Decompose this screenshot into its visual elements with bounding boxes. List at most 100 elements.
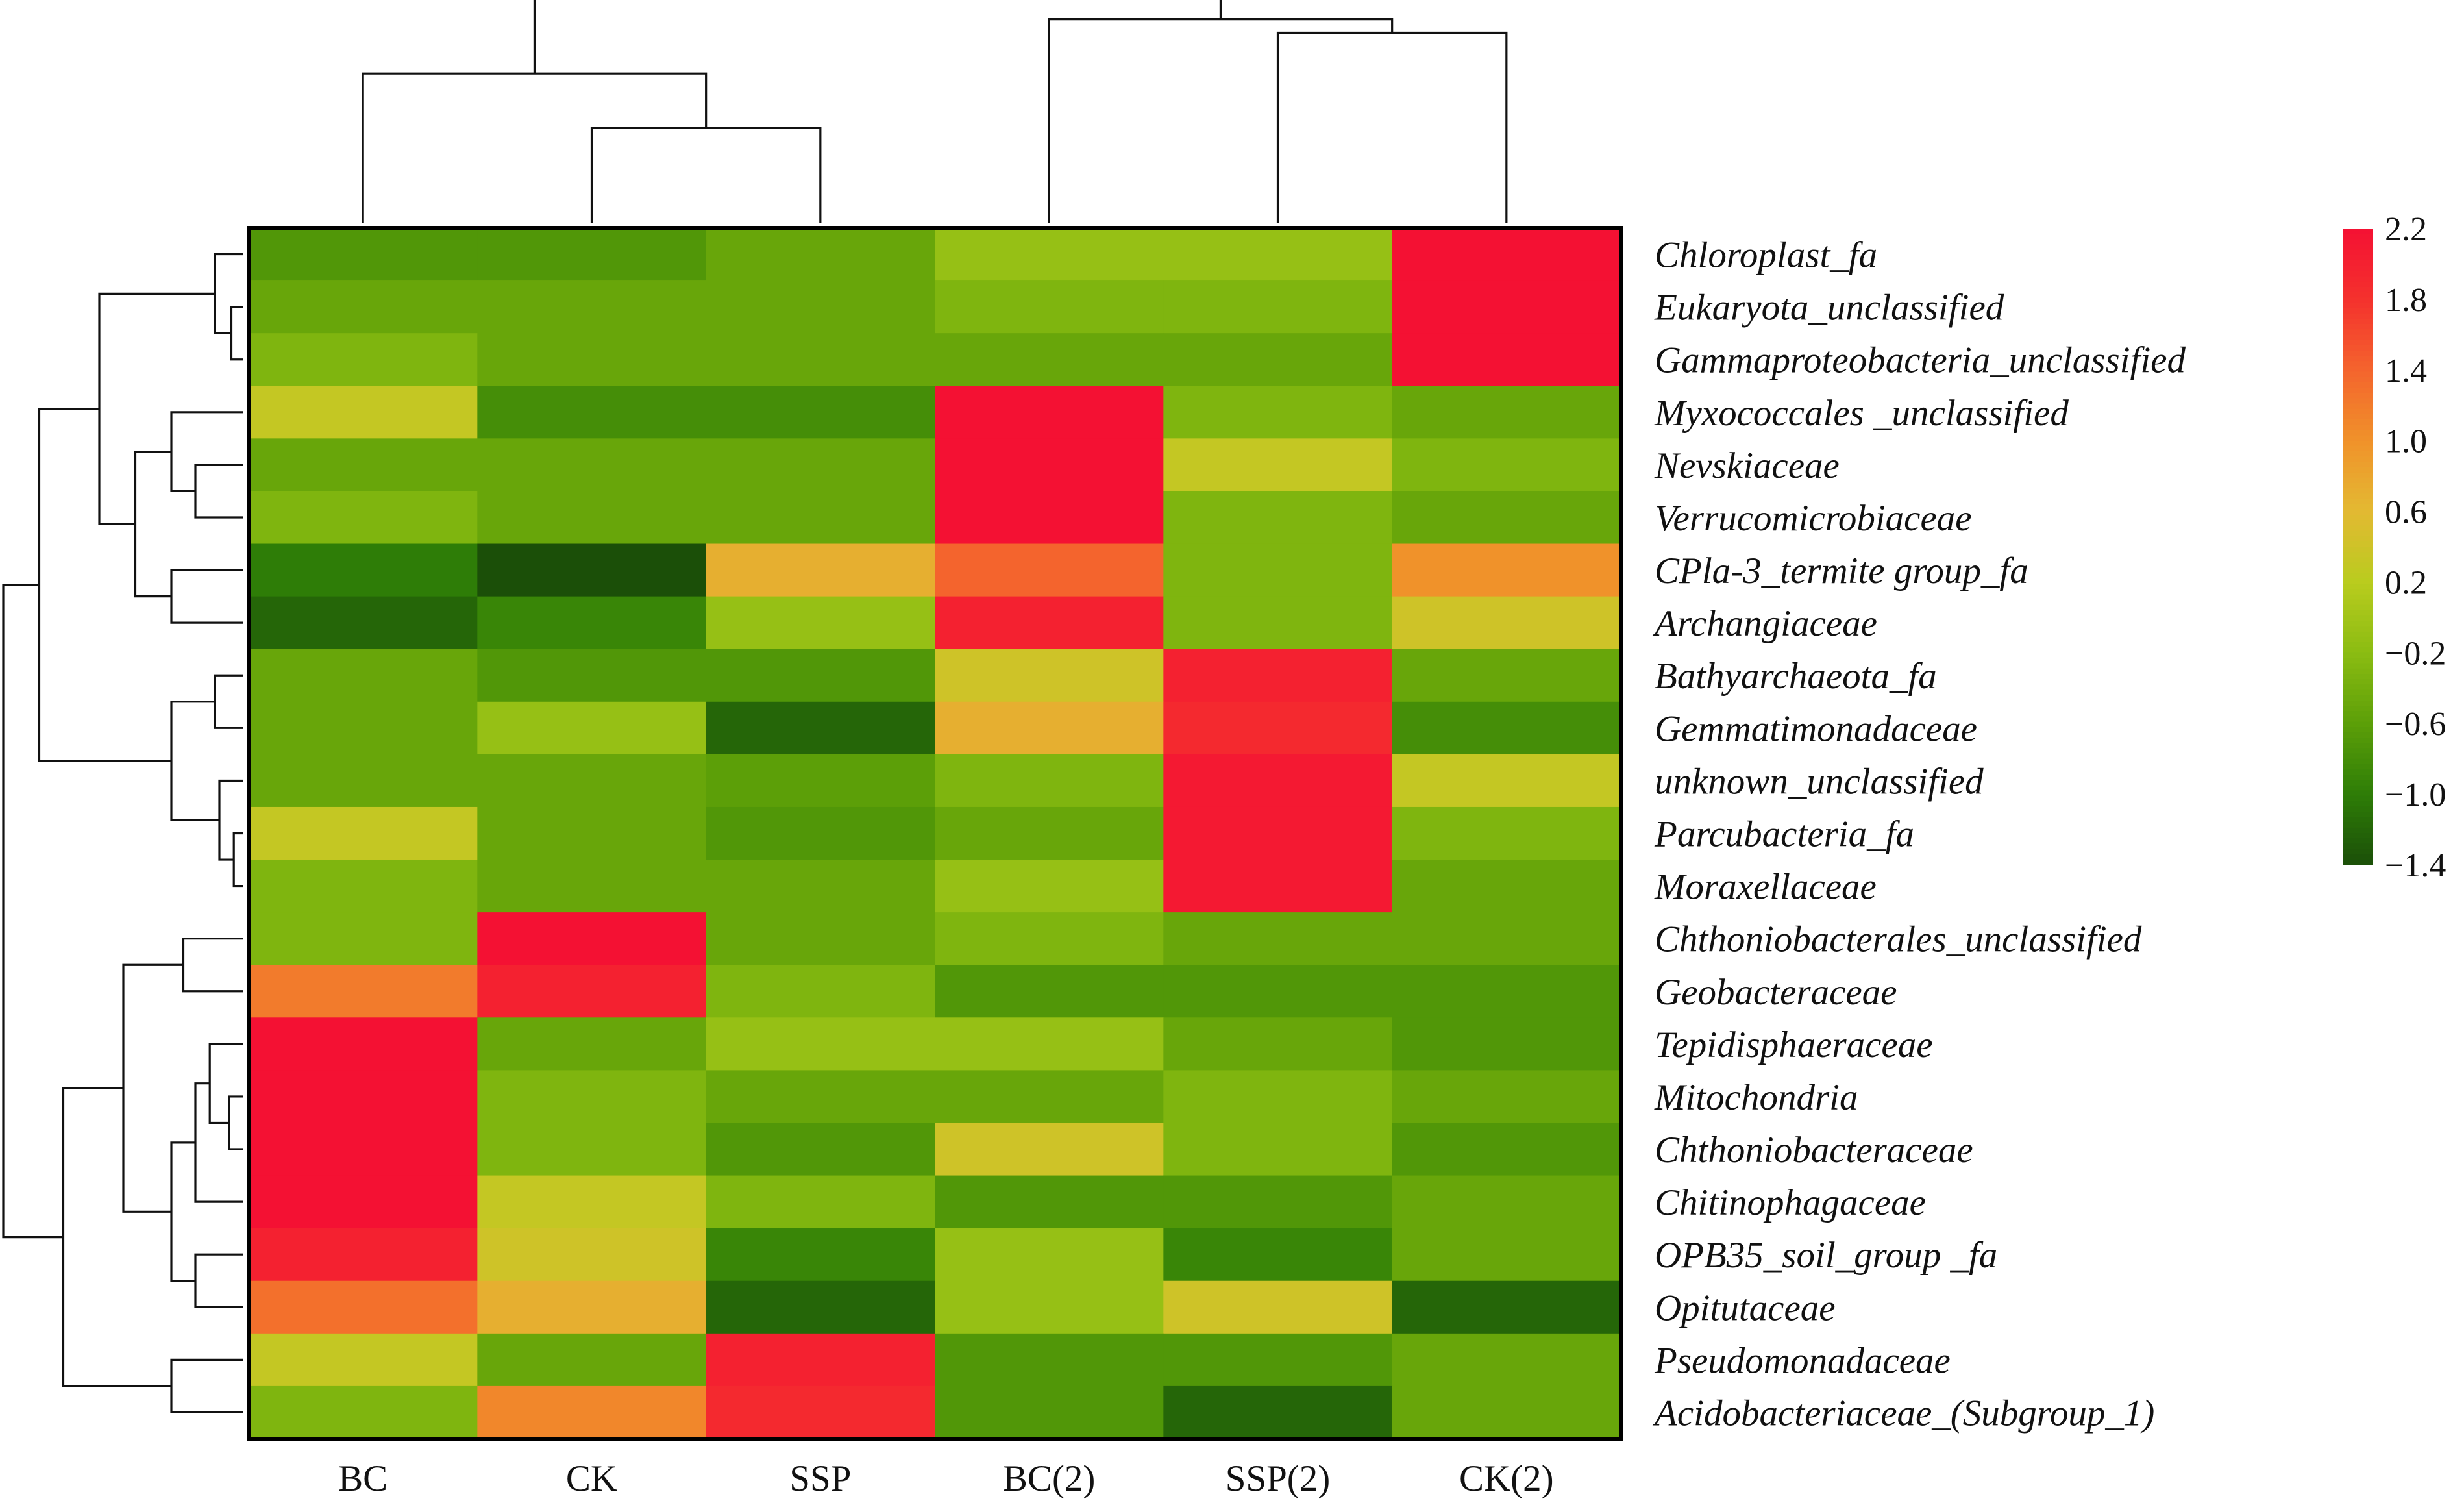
color-scale-segment [2343,318,2373,325]
row-label: Tepidisphaeraceae [1655,1025,1933,1065]
color-scale-segment [2343,541,2373,547]
heatmap-cell [1392,228,1621,281]
color-scale-segment [2343,674,2373,680]
row-dendrogram [2,253,243,1414]
heatmap-cell [1392,280,1621,334]
heatmap-cell [935,1070,1164,1124]
column-label: SSP [789,1458,851,1499]
heatmap-cell [935,596,1164,650]
dendrogram-branch [208,1043,243,1124]
row-label: Acidobacteriaceae_(Subgroup_1) [1652,1393,2154,1434]
heatmap-cell [935,1123,1164,1176]
color-scale-segment [2343,408,2373,415]
color-scale-segment [2343,520,2373,527]
dendrogram-branch [590,127,822,223]
color-scale-tick-label: 2.2 [2385,211,2427,248]
heatmap-cell [249,912,478,965]
color-scale-segment [2343,769,2373,776]
dendrogram-branch [230,306,243,361]
color-scale-segment [2343,297,2373,304]
color-scale-segment [2343,229,2373,235]
heatmap-cell [935,806,1164,860]
color-scale-tick-label: −0.6 [2385,706,2446,743]
heatmap-cell [249,386,478,439]
row-label: Myxococcales _unclassified [1654,393,2069,434]
color-scale-segment [2343,361,2373,367]
color-scale-segment [2343,817,2373,823]
row-label: Pseudomonadaceae [1654,1340,1951,1381]
heatmap-cell [249,1017,478,1071]
color-scale-segment [2343,281,2373,288]
color-scale-segment [2343,689,2373,696]
heatmap-cell [1163,806,1393,860]
color-scale-segment [2343,743,2373,749]
heatmap-cell [1163,912,1393,965]
color-scale-segment [2343,738,2373,744]
heatmap-cell [935,280,1164,334]
dendrogram-branch [134,451,171,598]
heatmap-cell [1163,491,1393,545]
color-scale-segment [2343,812,2373,818]
color-scale-segment [2343,706,2373,712]
heatmap-cell [1392,543,1621,597]
heatmap-cell [1163,543,1393,597]
color-scale-segment [2343,748,2373,754]
column-labels: BC CK SSP BC(2) SSP(2) CK(2) [338,1458,1554,1499]
heatmap-cell [1392,1123,1621,1176]
heatmap-cell [1163,1333,1393,1387]
heatmap-cell [1392,806,1621,860]
heatmap-cell [477,280,707,334]
heatmap-cell [706,912,935,965]
heatmap-cell [706,1385,935,1439]
heatmap-cell [249,965,478,1018]
heatmap-cell [706,1123,935,1176]
color-scale-segment [2343,859,2373,865]
heatmap-cell [935,649,1164,702]
heatmap-cell [935,1175,1164,1229]
color-scale-segment [2343,584,2373,590]
heatmap-cell [477,1017,707,1071]
dendrogram-branch [194,1082,243,1203]
color-scale-segment [2343,239,2373,245]
heatmap-cell [706,491,935,545]
row-label: Chthoniobacteraceae [1655,1130,1973,1171]
color-scale-segment [2343,822,2373,828]
heatmap-cell [1392,701,1621,755]
color-scale-segment [2343,440,2373,447]
row-label: Chloroplast_fa [1655,235,1877,276]
color-scale-segment [2343,356,2373,362]
heatmap-cell [1163,333,1393,386]
color-scale-segment [2343,366,2373,373]
heatmap-cell [249,1280,478,1334]
heatmap-cell [477,754,707,808]
heatmap-cell [1392,1385,1621,1439]
color-scale-segment [2343,536,2373,542]
heatmap-cell [935,333,1164,386]
row-label: Mitochondria [1654,1077,1858,1118]
color-scale-segment [2343,599,2373,606]
heatmap-cell [1163,438,1393,492]
heatmap-cell [477,596,707,650]
heatmap-cell [706,1280,935,1334]
color-scale-segment [2343,483,2373,490]
heatmap-cell [477,543,707,597]
heatmap-cell [249,701,478,755]
row-label: Eukaryota_unclassified [1654,288,2004,329]
row-label: OPB35_soil_group _fa [1655,1235,1997,1276]
heatmap-cell [477,1280,707,1334]
color-scale-segment [2343,801,2373,808]
color-scale-legend: 2.2 1.8 1.4 1.0 0.6 0.2 −0.2 −0.6 −1.0 −1.4 [2343,211,2446,884]
color-scale-segment [2343,610,2373,617]
heatmap-cell [1163,1228,1393,1282]
heatmap-cell [477,860,707,913]
color-scale-segment [2343,578,2373,585]
color-scale-segment [2343,445,2373,452]
color-scale-segment [2343,260,2373,267]
dendrogram-branch [182,938,243,993]
color-scale-segment [2343,573,2373,579]
color-scale-segment [2343,626,2373,632]
color-scale-segment [2343,547,2373,553]
heatmap-cell [477,1175,707,1229]
heatmap-cell [1392,649,1621,702]
color-scale-segment [2343,292,2373,299]
